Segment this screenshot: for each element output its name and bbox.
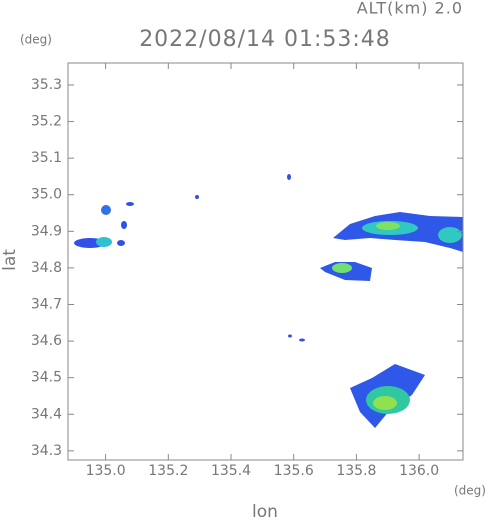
x-unit: (deg) bbox=[454, 484, 486, 498]
radar-echoes bbox=[74, 174, 463, 428]
y-tick-label: 34.9 bbox=[31, 223, 62, 239]
x-tick-label: 135.0 bbox=[86, 463, 126, 479]
echo bbox=[121, 221, 127, 229]
echo bbox=[332, 263, 352, 273]
echo bbox=[373, 396, 397, 410]
x-tick-label: 135.2 bbox=[148, 463, 188, 479]
x-tick-label: 136.0 bbox=[399, 463, 439, 479]
plot-frame bbox=[67, 62, 464, 461]
echo bbox=[195, 195, 199, 199]
echo bbox=[287, 174, 291, 180]
y-tick-label: 34.4 bbox=[31, 406, 62, 422]
echo bbox=[376, 222, 400, 230]
y-tick-label: 34.5 bbox=[31, 370, 62, 386]
y-tick-label: 34.8 bbox=[31, 260, 62, 276]
echo bbox=[288, 334, 292, 338]
echo bbox=[126, 202, 134, 206]
y-tick-label: 35.1 bbox=[31, 150, 62, 166]
x-tick-label: 135.4 bbox=[211, 463, 251, 479]
altitude-label: ALT(km) 2.0 bbox=[357, 0, 463, 18]
echo bbox=[117, 240, 125, 246]
y-tick-label: 34.7 bbox=[31, 296, 62, 312]
echo bbox=[438, 227, 462, 243]
chart-title: 2022/08/14 01:53:48 bbox=[139, 27, 391, 52]
y-tick-label: 35.2 bbox=[31, 114, 62, 130]
y-tick-label: 35.3 bbox=[31, 77, 62, 93]
y-tick-label: 34.6 bbox=[31, 333, 62, 349]
y-axis-label: lat bbox=[0, 249, 20, 271]
y-tick-label: 34.3 bbox=[31, 443, 62, 459]
echo bbox=[299, 338, 305, 342]
x-tick-label: 135.8 bbox=[336, 463, 376, 479]
echo bbox=[101, 205, 111, 215]
y-tick-label: 35.0 bbox=[31, 187, 62, 203]
echo bbox=[96, 237, 112, 247]
x-tick-label: 135.6 bbox=[274, 463, 314, 479]
y-unit: (deg) bbox=[20, 33, 52, 47]
x-axis-label: lon bbox=[252, 502, 278, 521]
